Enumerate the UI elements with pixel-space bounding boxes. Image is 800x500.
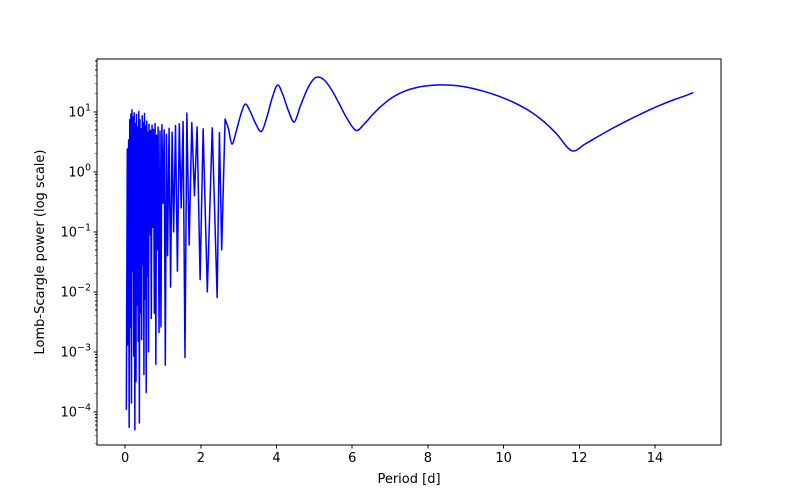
- y-axis-title: Lomb-Scargle power (log scale): [33, 150, 48, 355]
- series-line: [125, 76, 694, 431]
- y-axis-tick-label: 10−1: [60, 222, 91, 240]
- y-axis-tick-label: 100: [68, 162, 91, 180]
- plot-frame: [96, 58, 722, 446]
- x-axis-tick-label: 10: [495, 451, 512, 466]
- x-axis-title: Period [d]: [377, 472, 440, 487]
- x-axis-tick-label: 12: [571, 451, 588, 466]
- x-axis-tick-label: 2: [197, 451, 205, 466]
- y-axis-tick-label: 10−3: [60, 342, 91, 360]
- x-axis-tick-label: 14: [647, 451, 664, 466]
- y-axis-tick-label: 101: [68, 102, 91, 120]
- y-axis-tick-label: 10−4: [60, 402, 91, 420]
- x-axis-tick-label: 0: [121, 451, 129, 466]
- x-axis-tick-label: 4: [272, 451, 280, 466]
- x-axis-tick-label: 6: [348, 451, 356, 466]
- y-axis-tick-label: 10−2: [60, 282, 91, 300]
- x-axis-tick-label: 8: [424, 451, 432, 466]
